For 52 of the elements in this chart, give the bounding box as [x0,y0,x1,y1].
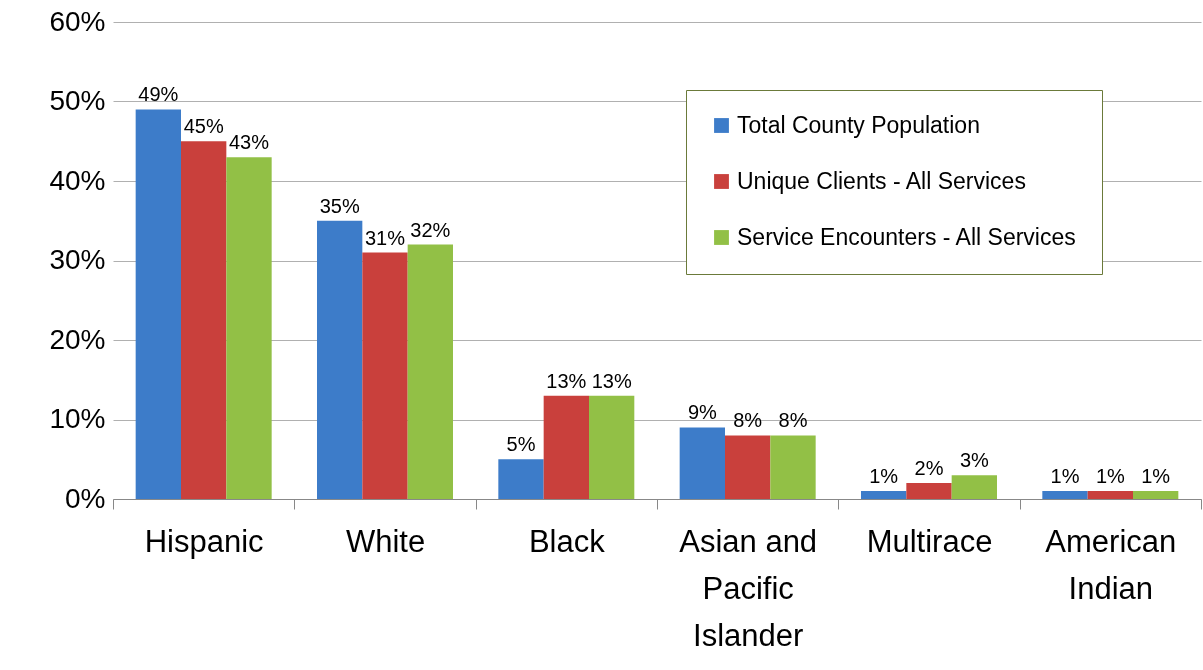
legend-label: Service Encounters - All Services [737,223,1076,250]
bar [1133,491,1179,499]
x-tick-label: Black [528,523,606,559]
bar [861,491,907,499]
data-label: 49% [138,83,179,106]
data-label: 1% [1050,465,1080,488]
data-label: 32% [410,218,451,241]
bar [679,427,725,499]
x-tick-label: Multirace [866,523,993,559]
data-label: 43% [228,131,270,154]
data-label: 1% [869,465,899,488]
y-tick-label: 40% [49,164,106,196]
y-tick-label: 50% [49,85,106,116]
bar [362,252,408,499]
y-tick-label: 60% [49,5,106,37]
y-tick-label: 20% [49,323,106,355]
bar [181,141,227,499]
y-tick-label: 30% [49,244,106,275]
data-label: 31% [364,226,406,249]
bar [226,157,272,499]
bar [589,395,635,499]
data-label: 9% [687,401,717,424]
bar [135,109,181,499]
data-label: 1% [1095,465,1125,488]
bar [543,395,589,499]
bar [725,435,771,499]
bar [407,244,453,499]
bar [770,435,816,499]
legend-label: Unique Clients - All Services [737,167,1026,194]
bar [317,220,363,499]
bar [1087,491,1133,499]
bar [906,483,952,499]
x-tick-label: White [345,523,426,559]
data-label: 13% [591,369,632,392]
y-tick-label: 0% [65,482,106,514]
data-label: 3% [959,449,989,472]
bar [1042,491,1088,499]
x-tick-label: American Indian [1045,523,1177,606]
data-label: 13% [546,369,587,392]
data-label: 2% [914,457,944,480]
legend-label: Total County Population [737,111,980,138]
data-label: 5% [506,433,536,456]
data-label: 35% [319,194,360,217]
data-label: 45% [183,115,224,138]
bar [951,475,997,499]
bar [498,459,544,499]
x-tick-label: Hispanic [144,523,264,559]
y-tick-label: 10% [49,403,106,434]
data-label: 1% [1141,465,1171,488]
data-label: 8% [778,409,808,432]
data-label: 8% [733,409,763,432]
x-tick-label: Asian and Pacific Islander [679,523,818,653]
